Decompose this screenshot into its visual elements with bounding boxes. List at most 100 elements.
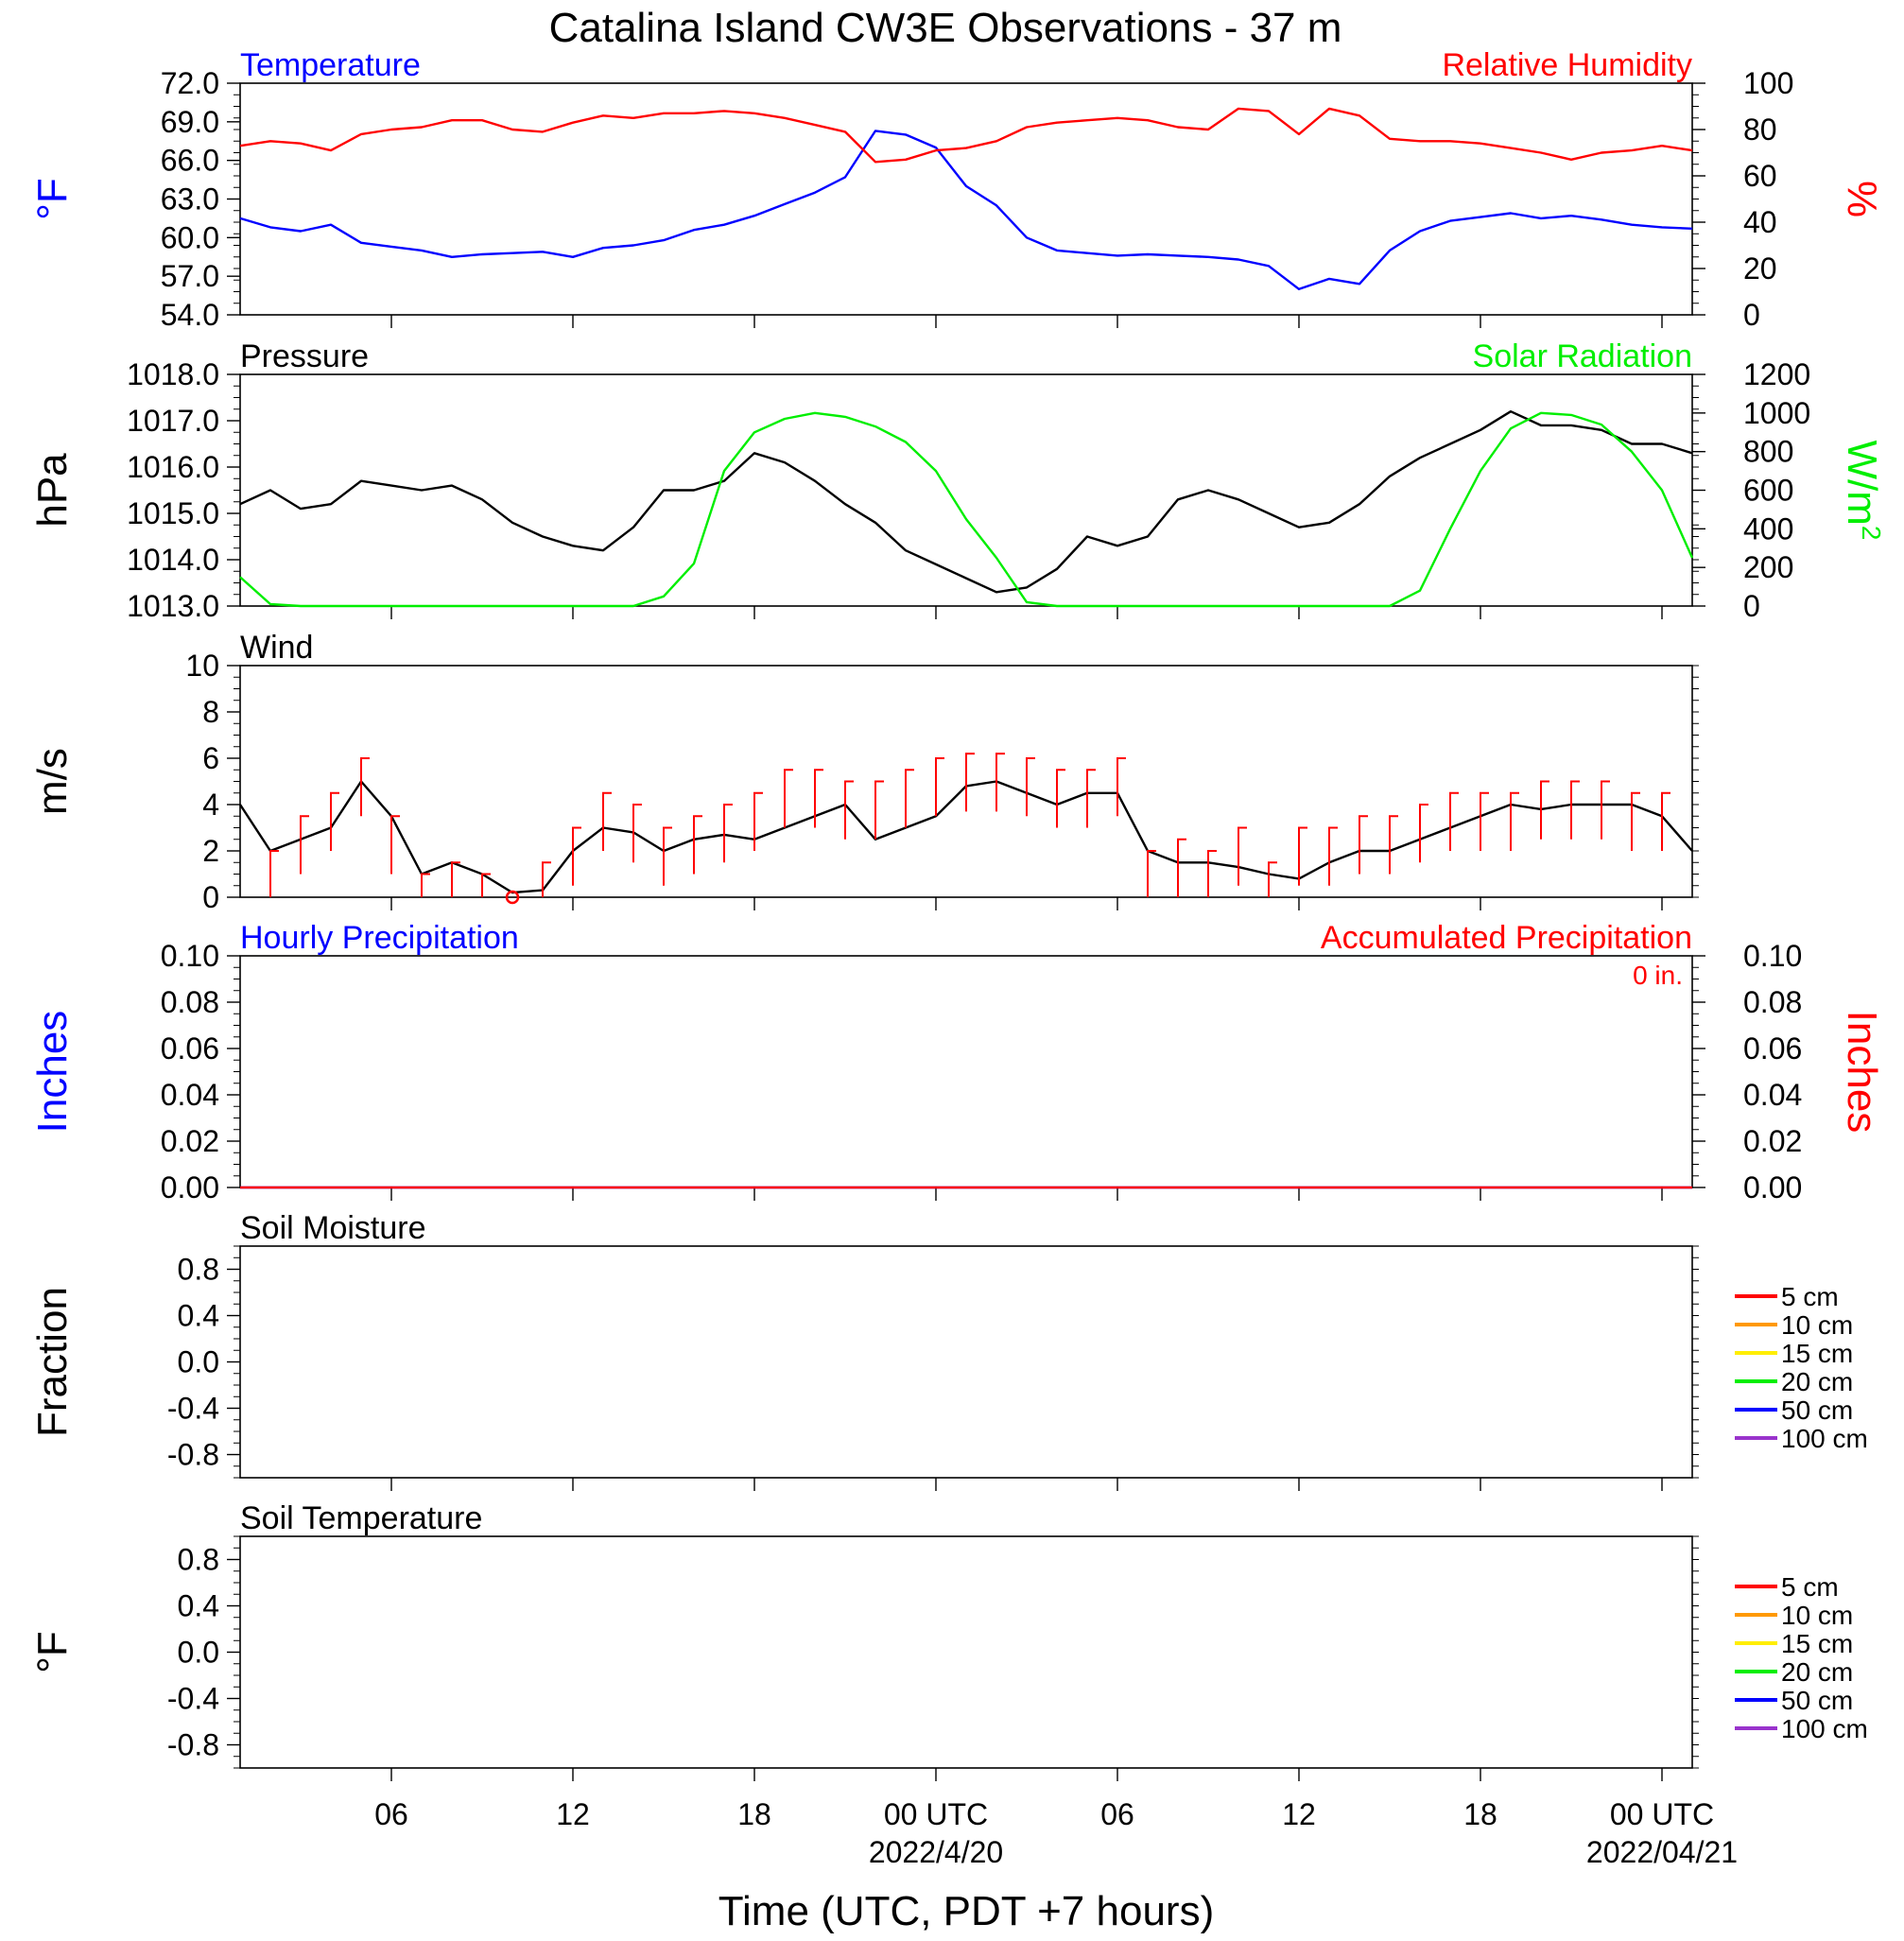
wind-barb xyxy=(753,791,763,851)
y-tick-label: 2 xyxy=(202,834,219,868)
y-tick-label: 66.0 xyxy=(161,144,219,178)
y-right-tick-label: 0.08 xyxy=(1743,985,1802,1019)
y-tick-label: 69.0 xyxy=(161,105,219,139)
wind-barb xyxy=(451,861,460,897)
wind-barb xyxy=(1268,861,1277,897)
series-line-pressure xyxy=(239,410,1693,594)
x-tick-label: 18 xyxy=(1463,1797,1497,1831)
wind-barb xyxy=(1026,757,1035,817)
y-tick-label: 6 xyxy=(202,741,219,775)
wind-barb xyxy=(300,815,309,875)
chart-title: Catalina Island CW3E Observations - 37 m xyxy=(549,5,1342,51)
y-axis-label: Inches xyxy=(29,1011,76,1134)
y-right-tick-label: 0.10 xyxy=(1743,939,1802,973)
y-right-axis-label: W/m2 xyxy=(1839,441,1887,541)
series-line-temperature xyxy=(239,130,1693,290)
y-tick-label: 1017.0 xyxy=(127,404,219,438)
y-tick-label: -0.8 xyxy=(167,1438,219,1472)
y-tick-label: 1015.0 xyxy=(127,496,219,530)
legend-label: 50 cm xyxy=(1781,1395,1853,1425)
wind-barb xyxy=(844,780,854,840)
wind-barb xyxy=(1116,757,1126,817)
wind-barb xyxy=(421,873,430,897)
y-tick-label: -0.4 xyxy=(167,1682,219,1716)
wind-barb xyxy=(1328,826,1338,886)
y-tick-label: 0 xyxy=(202,880,219,914)
legend-label: 50 cm xyxy=(1781,1686,1853,1715)
wind-barb xyxy=(1540,780,1549,840)
panel-title-left: Wind xyxy=(240,630,313,666)
wind-barb xyxy=(1359,815,1368,875)
y-tick-label: 63.0 xyxy=(161,182,219,217)
y-tick-label: 0.00 xyxy=(161,1170,219,1204)
x-tick-label: 12 xyxy=(1282,1797,1316,1831)
y-tick-label: 60.0 xyxy=(161,220,219,254)
y-right-tick-label: 60 xyxy=(1743,159,1777,193)
x-tick-label: 00 UTC xyxy=(1610,1797,1714,1831)
wind-barb xyxy=(1570,780,1580,840)
y-right-tick-label: 20 xyxy=(1743,251,1777,286)
y-right-tick-label: 0 xyxy=(1743,589,1760,623)
panels: Temperature Relative Humidity 72.0 69.0 66.0… xyxy=(29,47,1887,1781)
panel-title-left: Soil Temperature xyxy=(240,1500,482,1536)
y-tick-label: -0.8 xyxy=(167,1728,219,1762)
x-tick-label: 06 xyxy=(1100,1797,1134,1831)
wind-barb xyxy=(1419,804,1428,863)
y-right-tick-label: 800 xyxy=(1743,435,1793,469)
y-axis-label: Fraction xyxy=(29,1287,76,1437)
y-tick-label: -0.4 xyxy=(167,1392,219,1426)
panel-title-right: Accumulated Precipitation xyxy=(1321,920,1692,956)
y-right-tick-label: 0.06 xyxy=(1743,1031,1802,1066)
x-tick-sublabel: 2022/04/21 xyxy=(1586,1835,1738,1869)
wind-barb xyxy=(269,850,279,897)
wind-barb xyxy=(874,780,884,840)
x-axis-label: Time (UTC, PDT +7 hours) xyxy=(718,1888,1214,1934)
plot-frame xyxy=(239,82,1693,316)
y-tick-label: 0.4 xyxy=(178,1589,219,1623)
series-line-solar-radiation xyxy=(239,411,1694,608)
y-axis-label: hPa xyxy=(29,453,76,528)
y-tick-label: 0.06 xyxy=(161,1031,219,1066)
panel-temperature-humidity: Temperature Relative Humidity 72.0 69.0 66.0… xyxy=(29,47,1885,332)
wind-barb xyxy=(360,757,370,817)
panel-title-right: Relative Humidity xyxy=(1442,47,1692,83)
y-right-axis-label: % xyxy=(1839,181,1885,217)
wind-barb xyxy=(723,804,733,863)
legend-label: 20 cm xyxy=(1781,1657,1853,1687)
y-tick-label: 0.8 xyxy=(178,1253,219,1287)
panel-title-left: Hourly Precipitation xyxy=(240,920,519,956)
legend-label: 5 cm xyxy=(1781,1572,1839,1602)
wind-barb xyxy=(784,769,793,828)
wind-barb xyxy=(965,753,975,812)
y-tick-label: 0.8 xyxy=(178,1543,219,1577)
y-right-tick-label: 0 xyxy=(1743,298,1760,332)
y-tick-label: 1016.0 xyxy=(127,450,219,484)
y-right-tick-label: 1200 xyxy=(1743,357,1810,391)
wind-barb xyxy=(1147,850,1156,897)
wind-barb xyxy=(481,873,491,897)
legend-label: 20 cm xyxy=(1781,1367,1853,1396)
wind-barb xyxy=(1510,791,1519,851)
calm-marker xyxy=(505,890,520,905)
x-tick-sublabel: 2022/4/20 xyxy=(869,1835,1003,1869)
y-tick-label: 54.0 xyxy=(161,298,219,332)
wind-barb xyxy=(1298,826,1307,886)
panel-title-left: Pressure xyxy=(240,338,369,374)
wind-barb xyxy=(1631,791,1640,851)
panel-precipitation: Hourly Precipitation Accumulated Precipit… xyxy=(29,920,1885,1204)
y-tick-label: 57.0 xyxy=(161,259,219,293)
wind-barb xyxy=(1601,780,1610,840)
wind-barb xyxy=(1177,838,1186,897)
plot-frame xyxy=(239,373,1693,607)
wind-barb xyxy=(905,769,914,828)
legend-label: 10 cm xyxy=(1781,1601,1853,1630)
wind-barb xyxy=(632,804,642,863)
y-tick-label: 0.08 xyxy=(161,985,219,1019)
plot-frame xyxy=(239,955,1693,1188)
y-tick-label: 8 xyxy=(202,695,219,729)
x-tick-label: 18 xyxy=(737,1797,771,1831)
accumulated-total-label: 0 in. xyxy=(1633,961,1683,990)
wind-barb xyxy=(1449,791,1459,851)
